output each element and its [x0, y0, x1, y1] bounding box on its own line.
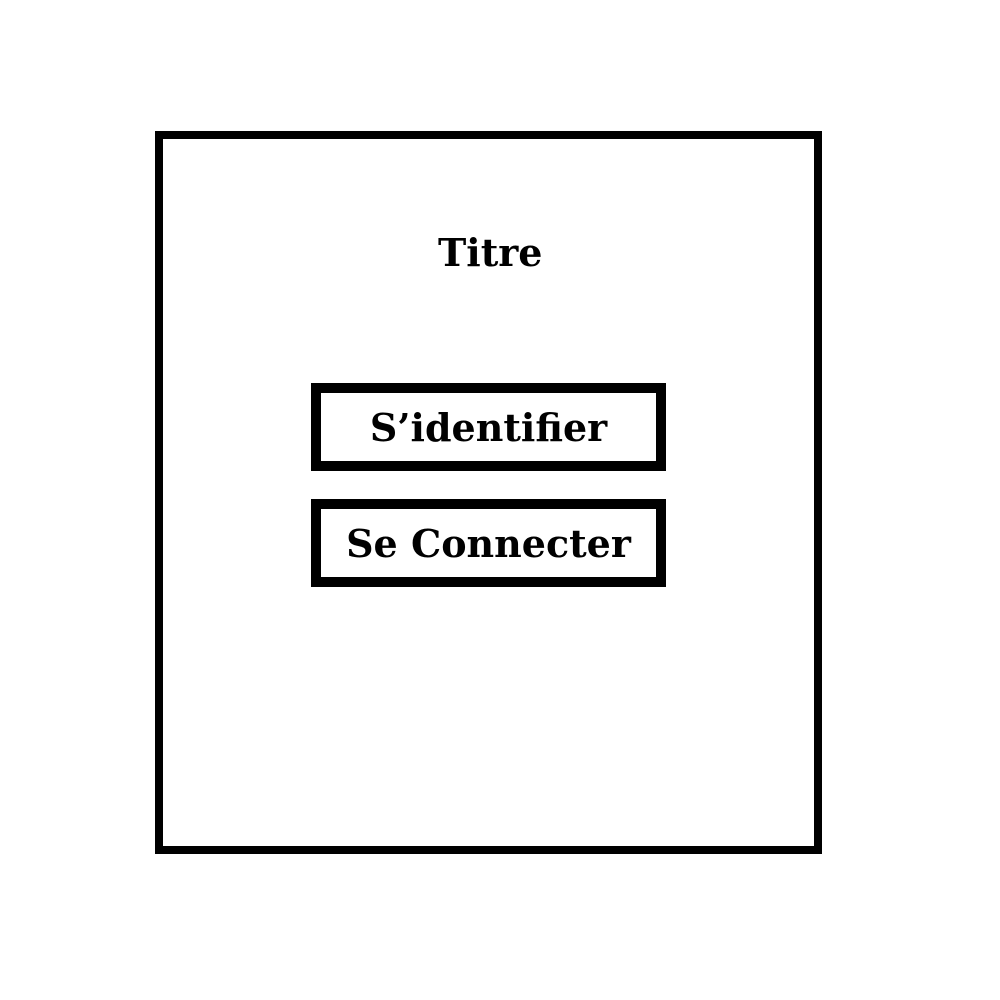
- page-title: Titre: [438, 230, 543, 275]
- identify-button[interactable]: S’identifier: [311, 383, 666, 471]
- screen-frame: [155, 131, 822, 854]
- connect-button[interactable]: Se Connecter: [311, 499, 666, 587]
